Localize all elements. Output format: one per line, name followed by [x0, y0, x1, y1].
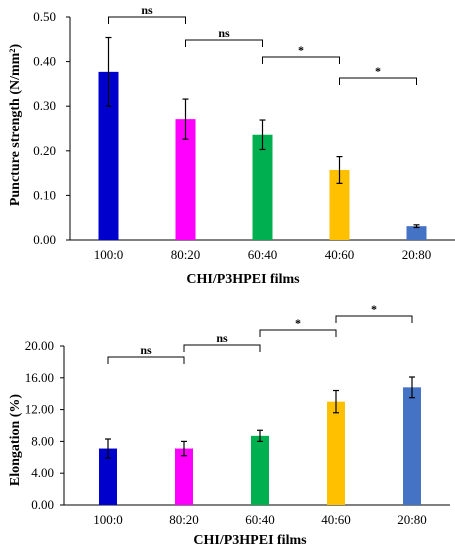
y-tick-label: 0.20: [33, 143, 56, 158]
significance-label: *: [298, 43, 304, 57]
significance-label: *: [371, 302, 377, 316]
x-tick-label: 100:0: [93, 512, 123, 527]
bar: [327, 401, 345, 505]
y-tick-label: 16.00: [25, 370, 54, 385]
y-axis-label: Elongation (%): [8, 394, 23, 487]
y-tick-label: 0.40: [33, 54, 56, 69]
x-tick-label: 20:80: [397, 512, 427, 527]
bar: [252, 134, 273, 240]
x-tick-label: 40:60: [325, 247, 355, 262]
significance-bracket: [108, 16, 186, 24]
bar: [406, 226, 427, 240]
y-tick-label: 12.00: [25, 402, 54, 417]
elongation-chart: Elongation (%) CHI/P3HPEI films 0.00 4.00…: [8, 302, 450, 548]
bar: [98, 71, 119, 240]
x-tick-label: 60:40: [248, 247, 278, 262]
x-axis-label: CHI/P3HPEI films: [193, 533, 307, 548]
significance-bracket: [335, 315, 413, 323]
x-tick-label: 20:80: [402, 247, 432, 262]
bar: [175, 448, 193, 505]
significance-bracket: [339, 77, 417, 85]
y-tick-label: 0.00: [31, 497, 54, 512]
significance-bracket: [183, 344, 261, 352]
y-tick-label: 4.00: [31, 465, 54, 480]
y-tick-label: 8.00: [31, 433, 54, 448]
x-tick-label: 80:20: [169, 512, 199, 527]
bar: [99, 448, 117, 505]
significance-label: ns: [140, 343, 152, 357]
y-tick-label: 0.10: [33, 187, 56, 202]
significance-label: *: [295, 316, 301, 330]
y-axis-label: Puncture strength (N/mm²): [8, 44, 23, 207]
x-tick-label: 60:40: [245, 512, 275, 527]
significance-bracket: [259, 329, 337, 337]
significance-label: ns: [216, 331, 228, 345]
bar: [251, 435, 269, 505]
significance-label: ns: [218, 26, 230, 40]
significance-label: *: [375, 64, 381, 78]
x-tick-label: 40:60: [321, 512, 351, 527]
significance-bracket: [107, 356, 185, 364]
significance-bracket: [185, 39, 263, 47]
x-axis-label: CHI/P3HPEI films: [186, 272, 300, 287]
x-tick-label: 80:20: [171, 247, 201, 262]
x-tick-label: 100:0: [94, 247, 124, 262]
bar: [329, 169, 350, 240]
puncture-strength-chart: Puncture strength (N/mm²) CHI/P3HPEI fil…: [8, 3, 455, 287]
bar: [403, 387, 421, 505]
bar: [175, 119, 196, 240]
y-tick-label: 20.00: [25, 338, 54, 353]
y-tick-label: 0.50: [33, 9, 56, 24]
significance-label: ns: [141, 3, 153, 17]
y-tick-label: 0.30: [33, 98, 56, 113]
y-tick-label: 0.00: [33, 232, 56, 247]
significance-bracket: [262, 56, 340, 64]
